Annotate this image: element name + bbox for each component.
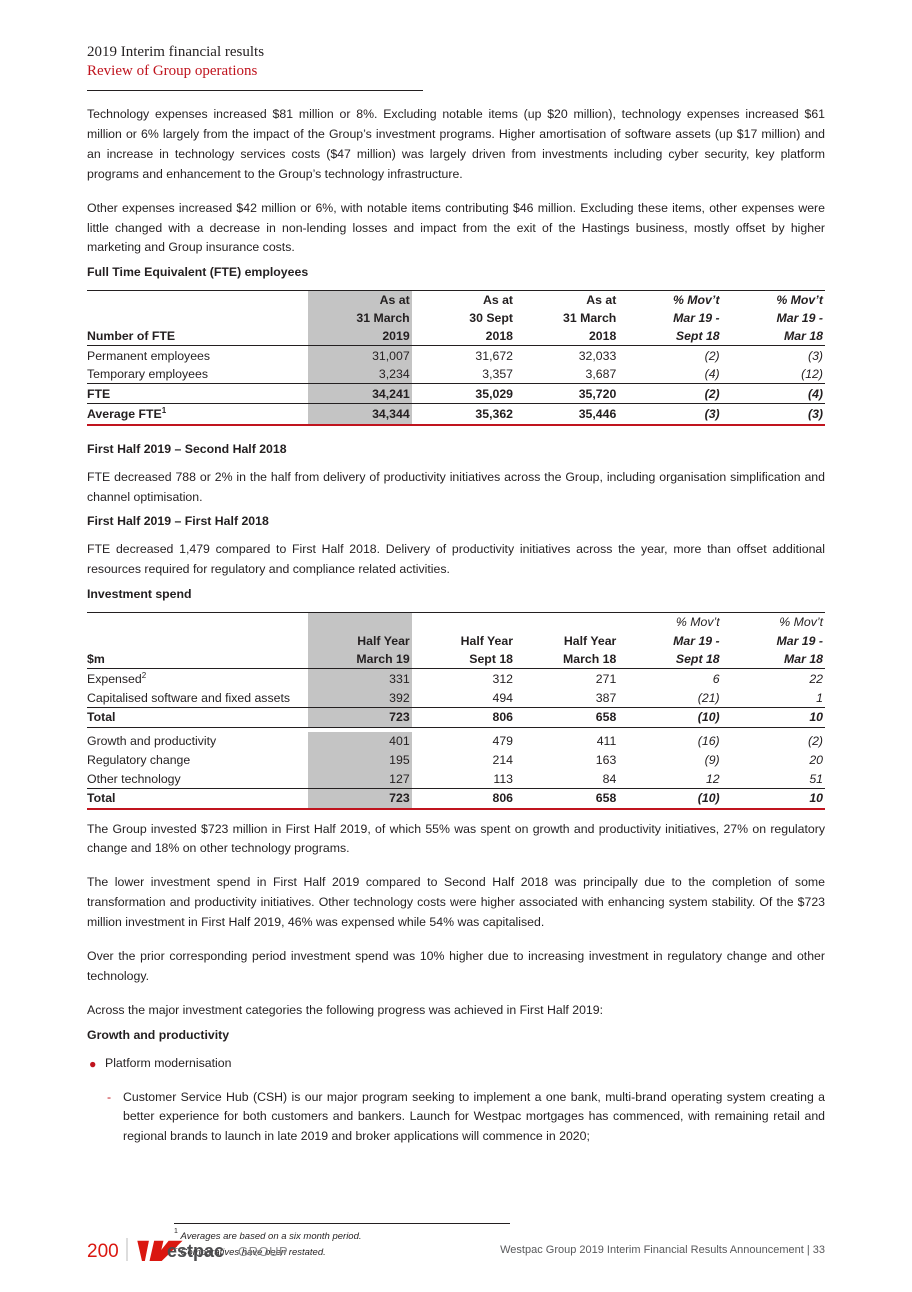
svg-text:200: 200: [87, 1241, 119, 1262]
svg-text:estpac: estpac: [167, 1241, 224, 1261]
svg-text:GROUP: GROUP: [238, 1244, 288, 1259]
